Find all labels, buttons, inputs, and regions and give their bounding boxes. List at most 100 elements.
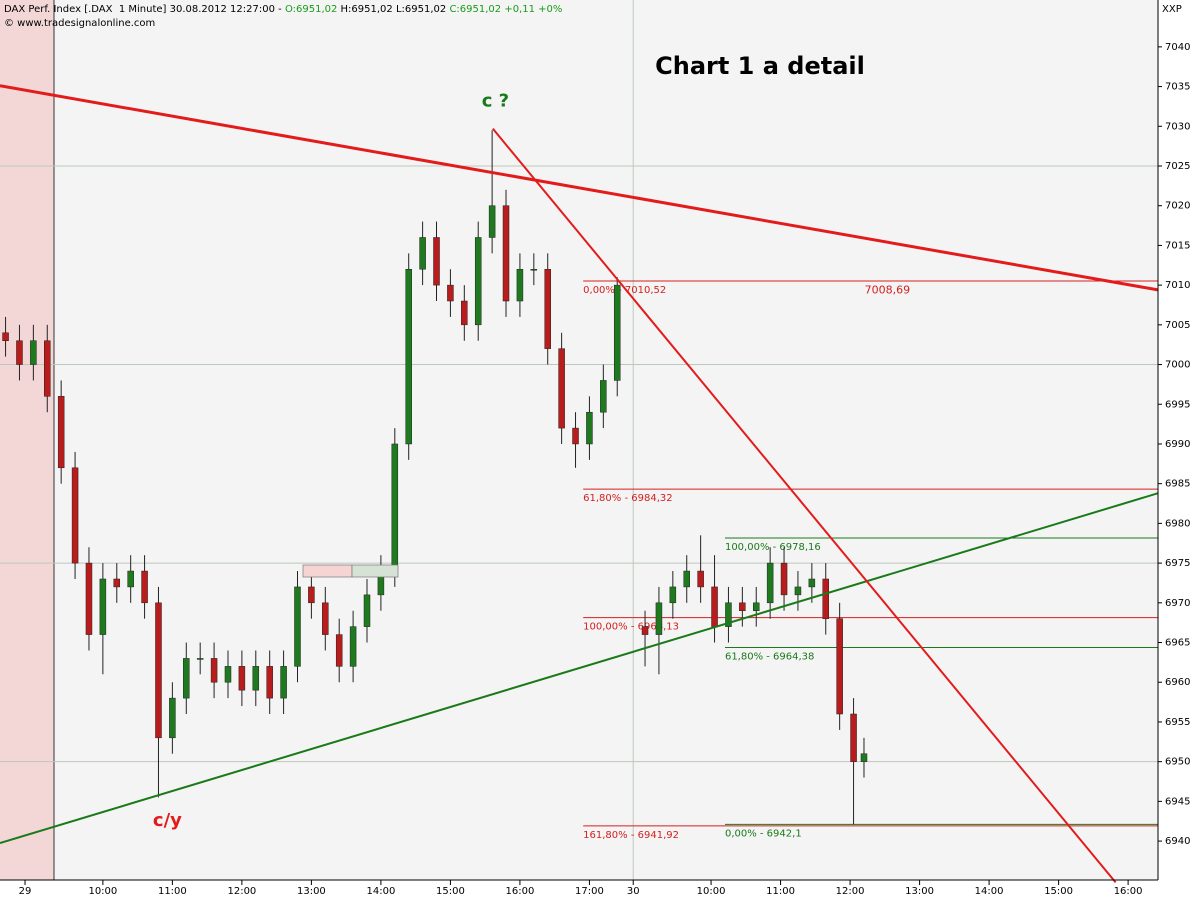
x-tick-label: 14:00 [975, 886, 1004, 897]
y-tick-label: 7005 [1165, 320, 1190, 331]
header-part: C:6951,02 +0,11 +0% [449, 4, 563, 15]
candle-body [669, 586, 677, 604]
candle-body [405, 268, 412, 445]
candle-body [502, 205, 510, 302]
candle-body [210, 658, 218, 683]
candle-body [16, 340, 23, 365]
candle-body [766, 562, 774, 604]
candle-body [655, 602, 663, 635]
source: © www.tradesignalonline.com [4, 18, 156, 29]
x-tick-label: 10:00 [697, 886, 726, 897]
candle-body [44, 340, 51, 397]
candle-body [822, 578, 830, 619]
candle-body [183, 658, 190, 699]
zone-box [351, 564, 399, 578]
candle-body [572, 427, 579, 445]
fib-label: 0,00% - 7010,52 [583, 285, 666, 296]
x-tick-label: 11:00 [158, 886, 187, 897]
y-tick-label: 6960 [1165, 677, 1190, 688]
x-tick-label: 12:00 [836, 886, 865, 897]
header-part: O:6951,02 [284, 4, 338, 15]
candle-body [850, 713, 857, 762]
x-tick-label: 15:00 [1044, 886, 1073, 897]
candle-body [252, 666, 260, 691]
header: DAX Perf. Index [.DAX 1 Minute] 30.08.20… [4, 3, 562, 31]
candle-body [127, 570, 134, 588]
x-tick-label: 17:00 [575, 886, 604, 897]
candle-body [2, 332, 9, 341]
candle-body [113, 578, 121, 588]
candle-body [238, 666, 246, 691]
candle-body [474, 237, 482, 326]
y-tick-label: 6950 [1165, 757, 1190, 768]
x-tick-label: 13:00 [297, 886, 326, 897]
candle-body [725, 602, 732, 627]
candle-body [600, 380, 607, 413]
candle-body [57, 396, 65, 469]
annotation: c/y [153, 810, 182, 831]
y-tick-label: 7015 [1165, 240, 1190, 251]
candle-body [488, 205, 496, 238]
candle-body [794, 586, 802, 596]
fib-label: 100,00% - 6968,13 [583, 622, 679, 633]
candle-body [808, 578, 816, 588]
candle-body [224, 666, 232, 683]
y-tick-label: 6940 [1165, 836, 1190, 847]
y-tick-label: 6970 [1165, 598, 1190, 609]
candle-body [85, 562, 93, 635]
candle-body [30, 340, 37, 365]
y-tick-label: 7025 [1165, 161, 1190, 172]
chart-title: Chart 1 a detail [655, 52, 865, 80]
candle-body [683, 570, 690, 588]
x-tick-label: 30 [627, 886, 640, 897]
candle-body [860, 753, 868, 762]
candle-body [169, 697, 176, 739]
header-line: DAX Perf. Index [.DAX 1 Minute] 30.08.20… [4, 3, 562, 17]
candle-body [558, 348, 565, 429]
zone-box [302, 564, 353, 578]
candle-body [363, 594, 371, 627]
y-tick-label: 6955 [1165, 717, 1190, 728]
candle-body [141, 570, 148, 604]
candle-body [266, 666, 273, 699]
trend-line [0, 84, 1159, 292]
candle-body [99, 578, 107, 635]
candle-body [711, 586, 718, 627]
fib-label: 61,80% - 6964,38 [725, 651, 814, 662]
candle-body [544, 268, 551, 349]
x-tick-label: 14:00 [366, 886, 395, 897]
candle-body [752, 602, 760, 612]
fib-label: 61,80% - 6984,32 [583, 493, 672, 504]
candle-body [516, 268, 524, 302]
candle-body [196, 658, 204, 660]
x-tick-label: 16:00 [1114, 886, 1143, 897]
y-tick-label: 7040 [1165, 42, 1190, 53]
candle-body [433, 237, 440, 286]
y-tick-label: 6995 [1165, 399, 1190, 410]
candle-body [697, 570, 704, 588]
candle-body [461, 300, 468, 326]
y-tick-label: 6945 [1165, 796, 1190, 807]
x-tick-label: 11:00 [766, 886, 795, 897]
candle-body [780, 562, 788, 596]
candle-body [419, 237, 426, 270]
candle-body [349, 626, 357, 667]
y-tick-label: 6990 [1165, 439, 1190, 450]
candle-body [530, 268, 538, 271]
y-tick-label: 6985 [1165, 479, 1190, 490]
candle-body [586, 411, 593, 445]
x-tick-label: 10:00 [88, 886, 117, 897]
candle-body [613, 284, 621, 381]
x-tick-label: 12:00 [227, 886, 256, 897]
chart-layer: 0,00% - 7010,52 61,80% - 6984,32 100,00% -… [0, 0, 1159, 884]
annotation: c ? [482, 91, 509, 112]
candle-body [641, 626, 649, 635]
candle-body [294, 586, 301, 667]
plot-area [0, 0, 1158, 880]
x-tick-label: 16:00 [506, 886, 535, 897]
y-tick-label: 6980 [1165, 518, 1190, 529]
symbol: XXP [1162, 4, 1182, 15]
x-tick-label: 15:00 [436, 886, 465, 897]
y-tick-label: 7000 [1165, 360, 1190, 371]
